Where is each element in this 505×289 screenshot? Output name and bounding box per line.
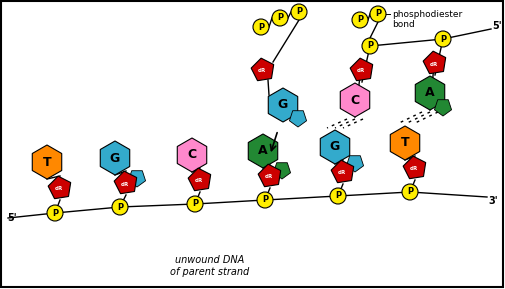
Polygon shape xyxy=(248,134,278,168)
Polygon shape xyxy=(434,100,451,116)
Text: P: P xyxy=(367,42,373,51)
Circle shape xyxy=(47,205,63,221)
Circle shape xyxy=(291,4,307,20)
Text: dR: dR xyxy=(195,179,203,184)
Text: P: P xyxy=(335,192,341,201)
Circle shape xyxy=(253,19,269,35)
Polygon shape xyxy=(188,168,211,191)
Text: dR: dR xyxy=(338,171,346,175)
Text: T: T xyxy=(400,136,410,149)
Text: G: G xyxy=(110,151,120,164)
Polygon shape xyxy=(340,83,370,117)
Circle shape xyxy=(435,31,451,47)
Polygon shape xyxy=(177,138,207,172)
Polygon shape xyxy=(423,51,446,74)
Text: P: P xyxy=(117,203,123,212)
Text: P: P xyxy=(258,23,264,32)
Polygon shape xyxy=(128,171,145,187)
Text: P: P xyxy=(440,34,446,44)
Circle shape xyxy=(112,199,128,215)
Polygon shape xyxy=(273,163,290,179)
Text: dR: dR xyxy=(258,68,266,73)
Text: P: P xyxy=(357,16,363,25)
Text: P: P xyxy=(407,188,413,197)
Text: dR: dR xyxy=(410,166,418,171)
Text: dR: dR xyxy=(430,62,438,66)
Text: 5': 5' xyxy=(7,213,17,223)
Text: unwound DNA
of parent strand: unwound DNA of parent strand xyxy=(170,255,249,277)
Circle shape xyxy=(187,196,203,212)
Text: P: P xyxy=(277,14,283,23)
Text: C: C xyxy=(350,94,360,107)
Text: A: A xyxy=(258,144,268,158)
Text: T: T xyxy=(43,155,52,168)
Circle shape xyxy=(370,6,386,22)
Circle shape xyxy=(362,38,378,54)
Text: 5': 5' xyxy=(492,21,501,31)
Polygon shape xyxy=(331,160,354,183)
Text: dR: dR xyxy=(265,175,273,179)
Polygon shape xyxy=(258,164,281,187)
Text: P: P xyxy=(52,208,58,218)
Circle shape xyxy=(402,184,418,200)
Polygon shape xyxy=(415,76,445,110)
Polygon shape xyxy=(32,145,62,179)
Polygon shape xyxy=(268,88,298,122)
Text: C: C xyxy=(187,149,196,162)
Polygon shape xyxy=(403,156,426,179)
Polygon shape xyxy=(350,58,373,81)
Polygon shape xyxy=(100,141,130,175)
Text: P: P xyxy=(262,195,268,205)
Polygon shape xyxy=(251,58,274,81)
Circle shape xyxy=(330,188,346,204)
Text: dR: dR xyxy=(357,68,365,73)
Circle shape xyxy=(272,10,288,26)
Circle shape xyxy=(352,12,368,28)
Text: A: A xyxy=(425,86,435,99)
Text: P: P xyxy=(375,10,381,18)
Polygon shape xyxy=(320,130,350,164)
Text: dR: dR xyxy=(121,181,129,186)
Polygon shape xyxy=(289,111,307,127)
Circle shape xyxy=(257,192,273,208)
Polygon shape xyxy=(114,171,137,194)
Text: P: P xyxy=(296,8,302,16)
Text: dR: dR xyxy=(55,186,63,192)
Text: G: G xyxy=(330,140,340,153)
Polygon shape xyxy=(346,156,364,172)
Polygon shape xyxy=(390,126,420,160)
Text: G: G xyxy=(278,99,288,112)
Text: phosphodiester
bond: phosphodiester bond xyxy=(392,10,462,29)
Text: P: P xyxy=(192,199,198,208)
Text: 3': 3' xyxy=(488,196,497,206)
Polygon shape xyxy=(48,176,71,199)
